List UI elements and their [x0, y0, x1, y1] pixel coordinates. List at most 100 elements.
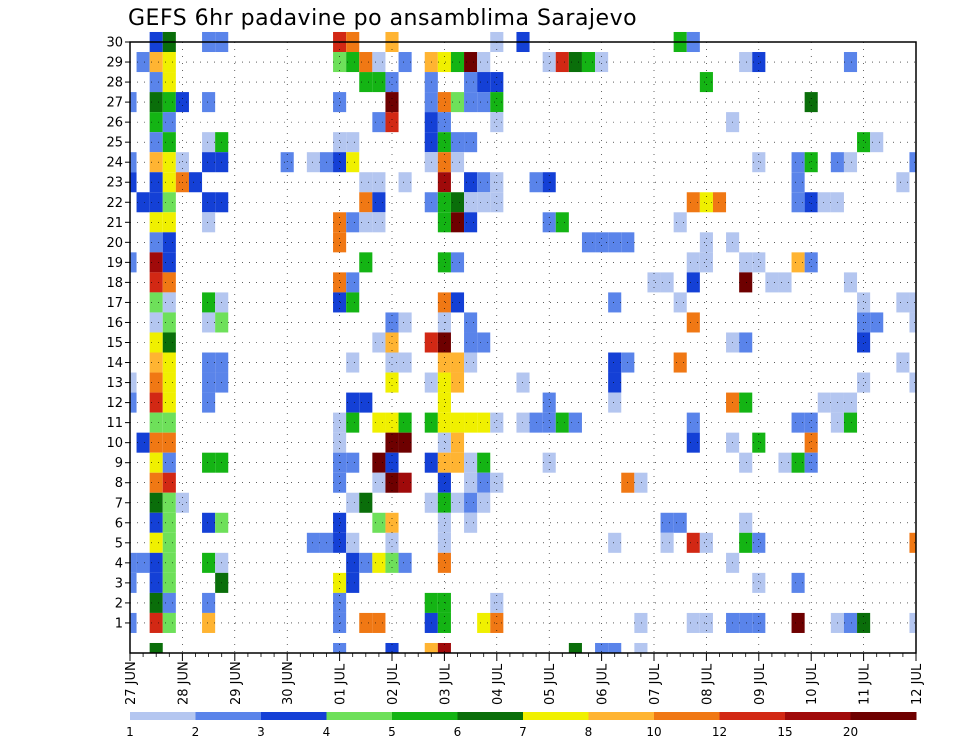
heatmap-cell [464, 192, 478, 213]
heatmap-cell [634, 472, 648, 493]
heatmap-cell [660, 532, 674, 553]
colorbar-label: 8 [585, 725, 593, 739]
heatmap-cell [333, 152, 347, 173]
heatmap-cell [149, 292, 163, 313]
heatmap-cell [346, 452, 360, 473]
heatmap-cell [791, 252, 805, 273]
heatmap-cell [162, 592, 176, 613]
heatmap-cell [608, 392, 622, 413]
heatmap-cell [752, 532, 766, 553]
heatmap-cell [398, 172, 412, 193]
heatmap-cell [752, 432, 766, 453]
heatmap-cell [149, 312, 163, 333]
heatmap-cell [909, 612, 916, 633]
heatmap-cell [385, 72, 399, 93]
y-tick-label: 9 [115, 456, 123, 471]
heatmap-cell [162, 392, 176, 413]
heatmap-cell [791, 152, 805, 173]
heatmap-cell [673, 212, 687, 233]
colorbar-label: 20 [843, 725, 858, 739]
heatmap-cell [202, 512, 216, 533]
heatmap-cell [608, 372, 622, 393]
colorbar-swatch [719, 712, 786, 720]
colorbar-swatch [654, 712, 720, 720]
y-tick-label: 7 [115, 496, 123, 511]
heatmap-cell [202, 212, 216, 233]
heatmap-cell [130, 372, 137, 393]
heatmap-cell [162, 292, 176, 313]
heatmap-cell [333, 572, 347, 593]
heatmap-cell [464, 452, 478, 473]
heatmap-cell [333, 612, 347, 633]
heatmap-cell [333, 52, 347, 73]
heatmap-cell [175, 92, 189, 113]
heatmap-cell [202, 612, 216, 633]
heatmap-cell [699, 532, 713, 553]
heatmap-cell [359, 172, 373, 193]
chart-title: GEFS 6hr padavine po ansamblima Sarajevo [128, 6, 638, 31]
y-tick-label: 8 [115, 476, 123, 491]
heatmap-cell [555, 412, 569, 433]
heatmap-cell [162, 272, 176, 293]
heatmap-cell [333, 232, 347, 253]
plot-frame [129, 41, 917, 654]
heatmap-cell [896, 352, 910, 373]
heatmap-cell [464, 472, 478, 493]
heatmap-cell [333, 92, 347, 113]
heatmap-cell [149, 452, 163, 473]
y-tick-label: 5 [115, 536, 123, 551]
heatmap-cell [673, 292, 687, 313]
heatmap-cell [437, 532, 451, 553]
heatmap-cell [149, 272, 163, 293]
heatmap-cell [450, 492, 465, 513]
heatmap-cell [450, 432, 465, 453]
heatmap-cell [595, 232, 609, 253]
heatmap-cell [555, 52, 569, 73]
heatmap-cell [686, 432, 700, 453]
heatmap-cell [634, 612, 648, 633]
y-tick-label: 18 [106, 276, 123, 291]
heatmap-cell [385, 552, 399, 573]
heatmap-cell [870, 312, 884, 333]
heatmap-cell [464, 172, 478, 193]
heatmap-cell [477, 92, 491, 113]
heatmap-cell [385, 372, 399, 393]
heatmap-cell [555, 212, 569, 233]
heatmap-cell [398, 352, 412, 373]
heatmap-cell [202, 452, 216, 473]
heatmap-cell [804, 92, 818, 113]
colorbar-swatch [261, 712, 327, 720]
heatmap-cell [162, 352, 176, 373]
y-tick-label: 28 [106, 76, 123, 91]
heatmap-cell [477, 612, 491, 633]
heatmap-cell [359, 72, 373, 93]
heatmap-cell [909, 292, 916, 313]
colorbar-label: 3 [257, 725, 265, 739]
heatmap-cell [202, 132, 216, 153]
heatmap-cell [359, 212, 373, 233]
heatmap-cell [162, 572, 176, 593]
heatmap-cell [464, 352, 478, 373]
heatmap-cell [778, 272, 792, 293]
heatmap-cell [450, 352, 465, 373]
x-tick-label: 06 JUL [596, 663, 611, 705]
heatmap-cell [202, 552, 216, 573]
heatmap-cell [464, 312, 478, 333]
heatmap-cell [686, 192, 700, 213]
heatmap-cell [739, 452, 753, 473]
heatmap-cell [162, 452, 176, 473]
heatmap-cell [765, 272, 779, 293]
colorbar-label: 2 [192, 725, 200, 739]
heatmap-cell [686, 252, 700, 273]
heatmap-cell [450, 372, 465, 393]
heatmap-cell [162, 612, 176, 633]
heatmap-cell [739, 272, 753, 293]
heatmap-cell [149, 172, 163, 193]
heatmap-cell [333, 272, 347, 293]
heatmap-cell [398, 552, 412, 573]
heatmap-cell [333, 412, 347, 433]
heatmap-cell [437, 112, 451, 133]
heatmap-cell [359, 552, 373, 573]
heatmap-cell [398, 432, 412, 453]
heatmap-cell [149, 592, 163, 613]
